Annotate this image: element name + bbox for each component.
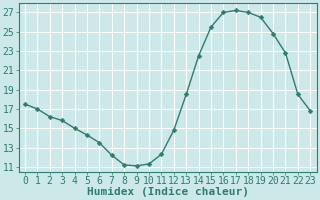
X-axis label: Humidex (Indice chaleur): Humidex (Indice chaleur) [87, 187, 249, 197]
